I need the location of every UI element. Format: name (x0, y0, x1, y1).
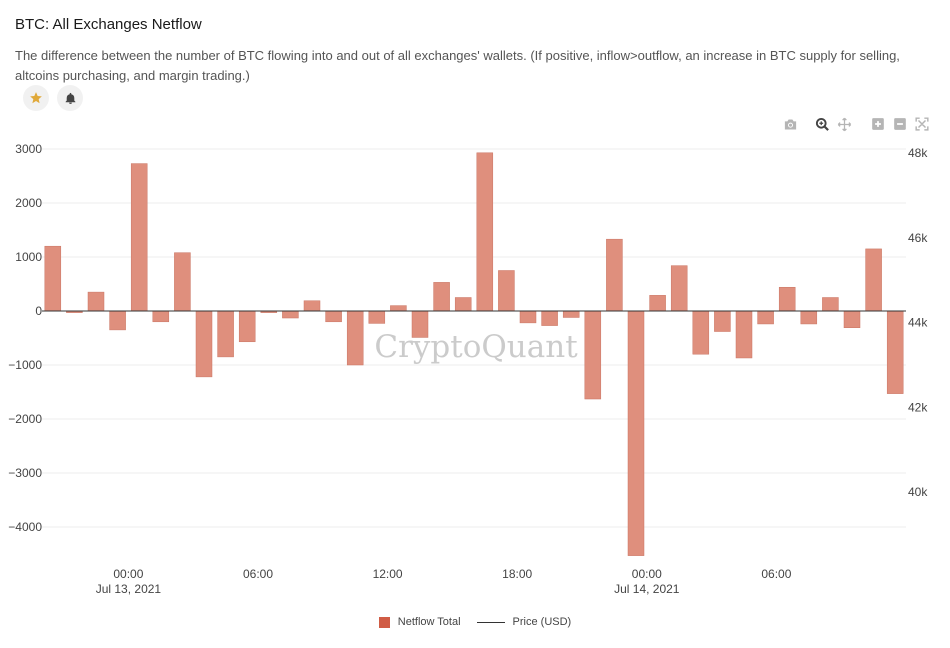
x-tick-label: 12:00 (373, 567, 403, 581)
pan-icon[interactable] (836, 116, 852, 132)
x-tick-label: 06:00 (243, 567, 273, 581)
chart-description: The difference between the number of BTC… (15, 48, 900, 83)
bell-icon (65, 92, 75, 104)
netflow-bar[interactable] (282, 310, 299, 319)
netflow-bar[interactable] (174, 252, 191, 312)
x-tick-label: 18:00 (502, 567, 532, 581)
x-tick-label: 06:00 (761, 567, 791, 581)
netflow-bar[interactable] (217, 310, 234, 358)
y-tick-label: 0 (35, 304, 42, 318)
netflow-bar[interactable] (606, 238, 623, 312)
netflow-bar[interactable] (865, 248, 882, 312)
netflow-bar[interactable] (390, 305, 407, 312)
zoom-icon[interactable] (814, 116, 830, 132)
y-tick-label: 1000 (15, 250, 42, 264)
y-tick-label: −3000 (8, 466, 42, 480)
watermark: CryptoQuant (374, 329, 578, 365)
zoom-out-icon[interactable] (892, 116, 908, 132)
legend-label-netflow: Netflow Total (397, 616, 461, 628)
netflow-bar[interactable] (44, 245, 62, 312)
y-tick-label: −2000 (8, 412, 42, 426)
y-tick-label: −1000 (8, 358, 42, 372)
alert-button[interactable] (57, 85, 83, 111)
netflow-bar[interactable] (519, 310, 537, 324)
legend-line-price (476, 621, 505, 623)
y-axis-left: 3000 2000 1000 0 −1000 −2000 −3000 −4000 (8, 142, 42, 534)
netflow-bar[interactable] (303, 300, 321, 312)
netflow-bar[interactable] (346, 310, 364, 366)
netflow-bar[interactable] (325, 310, 342, 323)
star-icon (30, 92, 42, 104)
legend-swatch-netflow (378, 616, 390, 628)
netflow-bar[interactable] (433, 282, 450, 312)
chart-toolbar (782, 116, 930, 132)
netflow-bar[interactable] (476, 152, 494, 312)
y-right-tick-label: 46k (908, 231, 928, 245)
netflow-bar[interactable] (368, 310, 386, 324)
legend: Netflow Total Price (USD) (0, 616, 950, 628)
chart-title: BTC: All Exchanges Netflow (15, 16, 202, 33)
y-right-tick-label: 42k (908, 400, 928, 414)
netflow-bar[interactable] (109, 310, 126, 331)
netflow-bar[interactable] (195, 310, 213, 378)
netflow-bar[interactable] (822, 297, 839, 312)
netflow-bar[interactable] (627, 310, 645, 556)
x-tick-date-label: Jul 14, 2021 (614, 582, 680, 596)
zoom-in-icon[interactable] (870, 116, 886, 132)
netflow-bar[interactable] (152, 310, 170, 323)
legend-item-price[interactable]: Price (USD) (476, 616, 572, 628)
autoscale-icon[interactable] (914, 116, 930, 132)
netflow-bar[interactable] (714, 310, 731, 332)
y-axis-right: 48k 46k 44k 42k 40k (908, 146, 928, 499)
netflow-bar[interactable] (130, 163, 148, 312)
netflow-bar[interactable] (584, 310, 602, 400)
netflow-bar[interactable] (886, 310, 904, 394)
y-tick-label: −4000 (8, 520, 42, 534)
y-right-tick-label: 44k (908, 316, 928, 330)
y-right-tick-label: 40k (908, 485, 928, 499)
netflow-bar[interactable] (87, 291, 105, 312)
netflow-bar[interactable] (800, 310, 818, 325)
camera-icon[interactable] (782, 116, 798, 132)
netflow-bar[interactable] (541, 310, 558, 326)
x-tick-date-label: Jul 13, 2021 (96, 582, 162, 596)
netflow-bar[interactable] (670, 265, 688, 312)
netflow-bar[interactable] (843, 310, 861, 328)
y-tick-label: 2000 (15, 196, 42, 210)
netflow-bar[interactable] (735, 310, 753, 359)
netflow-bar[interactable] (454, 297, 472, 312)
netflow-bar[interactable] (778, 286, 796, 312)
x-tick-label: 00:00 (113, 567, 143, 581)
legend-label-price: Price (USD) (512, 616, 572, 628)
legend-item-netflow[interactable]: Netflow Total (378, 616, 461, 628)
netflow-bar[interactable] (238, 310, 256, 343)
netflow-bar[interactable] (562, 310, 580, 318)
favorite-button[interactable] (23, 85, 49, 111)
x-tick-label: 00:00 (632, 567, 662, 581)
netflow-bar[interactable] (649, 295, 666, 312)
netflow-bar[interactable] (498, 270, 515, 312)
netflow-bar[interactable] (692, 310, 710, 355)
y-tick-label: 3000 (15, 142, 42, 156)
y-right-tick-label: 48k (908, 146, 928, 160)
netflow-bar[interactable] (757, 310, 774, 325)
